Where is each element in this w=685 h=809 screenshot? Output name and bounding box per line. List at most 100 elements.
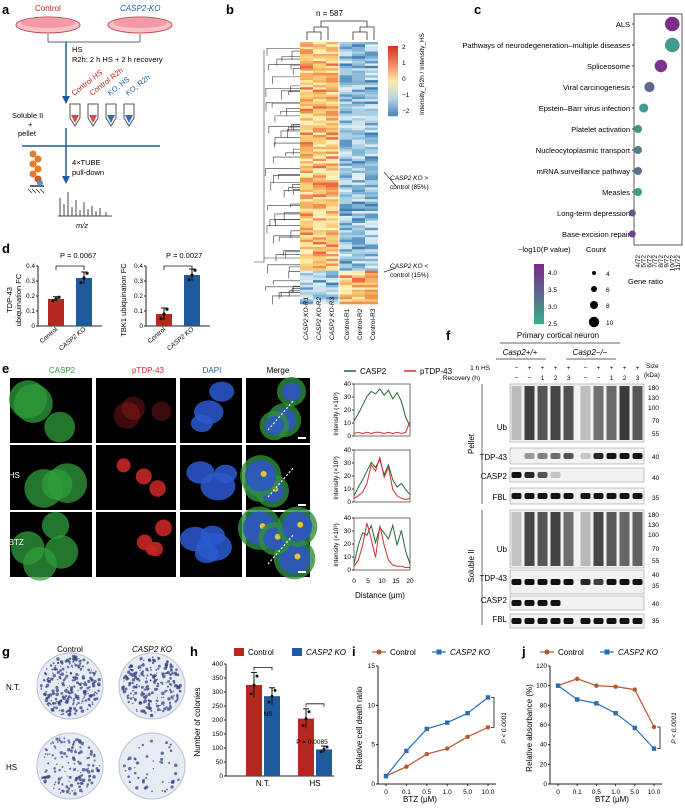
colony (83, 677, 86, 680)
heatmap-cell (326, 111, 339, 114)
x-tick-label: 0.1 (402, 789, 411, 796)
colony (53, 783, 56, 786)
hs-sign: + (597, 365, 601, 372)
colony (160, 761, 164, 764)
colony (53, 770, 57, 773)
heatmap-cell (326, 163, 339, 167)
heatmap-cell (326, 199, 339, 202)
colony (171, 779, 175, 784)
colony (170, 664, 173, 667)
data-point (85, 271, 89, 275)
heatmap-cell (313, 94, 326, 98)
heatmap-cell (339, 103, 352, 107)
signal-blob (136, 534, 153, 551)
legend-casp2: CASP2 (360, 367, 387, 376)
heatmap-cell (339, 230, 352, 233)
heatmap-cell (339, 75, 352, 79)
colony (161, 789, 164, 792)
colony (129, 665, 132, 668)
colorbar-stop (388, 76, 398, 78)
colony (62, 752, 67, 756)
control-marker (651, 724, 657, 730)
j-p: P < 0.0001 (671, 712, 678, 744)
heatmap-cell (313, 258, 326, 262)
colorbar-stop (388, 74, 398, 76)
heatmap-cell (326, 46, 339, 50)
heatmap-cell (313, 261, 326, 264)
heatmap-cell (339, 49, 352, 52)
colony (140, 685, 144, 689)
protein-band (593, 579, 604, 585)
heatmap-cell (326, 256, 339, 260)
colony (78, 674, 80, 676)
colony (42, 678, 46, 682)
heatmap-cell (313, 146, 326, 150)
heatmap-cell (300, 87, 313, 90)
ub-smear (632, 512, 643, 566)
colony (86, 783, 90, 786)
colorbar-stop (388, 78, 398, 80)
band-tdp43: TDP-43 (479, 574, 507, 583)
x-tick-label: 10.0 (482, 789, 495, 796)
heatmap-cell (365, 42, 378, 45)
colorbar-stop (388, 73, 398, 75)
heatmap-cell (339, 218, 352, 221)
x-tick-label: N.T. (256, 779, 270, 788)
heatmap-cell (352, 177, 365, 181)
heatmap-cell (313, 130, 326, 133)
p-colorbar-stop (534, 313, 544, 315)
ub-smear (632, 386, 643, 440)
heatmap-cell (300, 139, 313, 143)
colony (134, 676, 138, 680)
colony (79, 662, 82, 665)
heatmap-cell (326, 277, 339, 281)
colony (155, 699, 158, 702)
heatmap-cell (326, 189, 339, 193)
heatmap-cell (352, 180, 365, 183)
heatmap-cell (352, 153, 365, 157)
heatmap-cell (352, 268, 365, 271)
p-colorbar-stop (534, 290, 544, 292)
colony (147, 692, 151, 696)
ko-marker (555, 683, 561, 688)
colony (127, 694, 130, 697)
colony (124, 769, 127, 772)
colony (150, 691, 154, 695)
heatmap-cell (339, 227, 352, 231)
colony (140, 672, 144, 676)
heatmap-cell (300, 92, 313, 95)
colony (47, 679, 52, 684)
heatmap-cell (300, 215, 313, 219)
heatmap-cell (326, 220, 339, 224)
heatmap-cell (352, 72, 365, 76)
data-point (319, 750, 323, 754)
mz-label: m/z (76, 221, 88, 230)
colony (82, 698, 84, 700)
colony (160, 696, 163, 699)
heatmap-cell (313, 56, 326, 59)
heatmap-cell (300, 72, 313, 76)
heatmap-cell (339, 263, 352, 267)
heatmap-cell (339, 44, 352, 48)
colorbar (388, 46, 398, 117)
y-tick-label: 5 (371, 742, 375, 749)
protein-band (511, 472, 522, 478)
heatmap-cell (339, 118, 352, 121)
band-ub: Ub (497, 545, 508, 554)
colony (143, 710, 146, 713)
legend-control: Control (558, 648, 584, 657)
heatmap-cell (365, 132, 378, 136)
colony (55, 706, 58, 710)
colony (65, 695, 67, 697)
profile-xtick: 0 (352, 578, 356, 585)
heatmap-cell (352, 68, 365, 71)
heatmap-cell (339, 46, 352, 50)
dendrogram-branch (285, 152, 300, 157)
heatmap-cell (339, 187, 352, 190)
ub-smear (511, 386, 522, 440)
heatmap-cell (300, 194, 313, 198)
colony (71, 703, 74, 706)
heatmap-cell (313, 213, 326, 217)
